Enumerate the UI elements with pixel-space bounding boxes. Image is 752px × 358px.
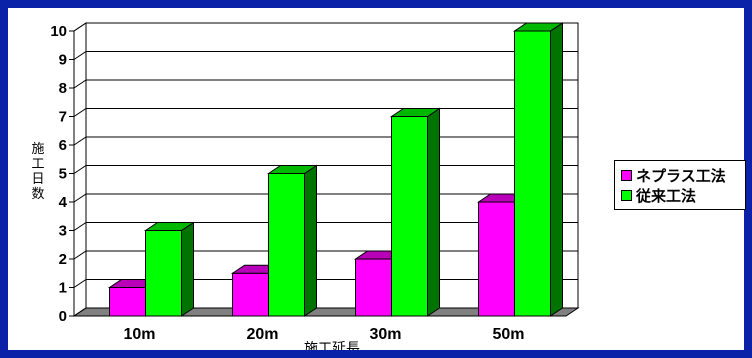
gridline	[73, 51, 578, 60]
x-tick-label: 20m	[246, 326, 278, 343]
legend-item-series-2: 従来工法	[621, 185, 739, 205]
bar-side	[304, 164, 317, 317]
chart-panel: 0 1 2 3 4 5 6 7 8 9 10 10m 20m 30m 50m 施工延長 施工日数 ネプラス工法 …	[8, 8, 746, 350]
y-tick-label: 8	[59, 80, 67, 97]
y-tick-label: 4	[59, 194, 68, 211]
bar	[268, 173, 305, 317]
y-tick-label: 6	[59, 137, 67, 154]
bar	[109, 287, 146, 317]
y-tick-label: 7	[59, 109, 67, 126]
y-tick-label: 3	[59, 223, 67, 240]
bar-chart: 0 1 2 3 4 5 6 7 8 9 10 10m 20m 30m 50m 施工延長 施工日数	[31, 22, 580, 350]
chart-legend: ネプラス工法 従来工法	[614, 160, 746, 210]
legend-swatch-series-2	[621, 189, 632, 201]
gridline	[73, 22, 578, 32]
x-tick-label: 50m	[492, 326, 524, 343]
y-tick-label: 9	[59, 52, 67, 69]
x-tick-label: 10m	[123, 326, 155, 343]
y-tick-label: 1	[59, 280, 67, 297]
bar	[478, 201, 515, 317]
bar-side	[550, 22, 563, 317]
y-tick-label: 2	[59, 251, 67, 268]
bar	[391, 116, 428, 317]
x-axis-title: 施工延長	[304, 340, 360, 350]
y-tick-label: 5	[59, 166, 67, 183]
x-tick-label: 30m	[369, 326, 401, 343]
bar-top	[512, 22, 565, 32]
bar-top	[143, 222, 196, 231]
bar	[355, 258, 392, 317]
bar	[232, 272, 269, 317]
gridline	[73, 79, 578, 89]
legend-label-series-2: 従来工法	[636, 187, 697, 205]
bar	[145, 230, 182, 317]
bar-side	[427, 107, 440, 317]
y-tick-label: 0	[59, 308, 67, 325]
legend-label-series-1: ネプラス工法	[636, 167, 726, 185]
bar-top	[266, 165, 319, 174]
legend-swatch-series-1	[621, 169, 632, 181]
y-tick-label: 10	[50, 23, 67, 40]
bar	[514, 30, 551, 317]
bar-top	[389, 108, 442, 117]
y-axis-title: 施工日数	[31, 141, 44, 201]
legend-item-series-1: ネプラス工法	[621, 165, 739, 185]
bar-side	[181, 221, 194, 317]
